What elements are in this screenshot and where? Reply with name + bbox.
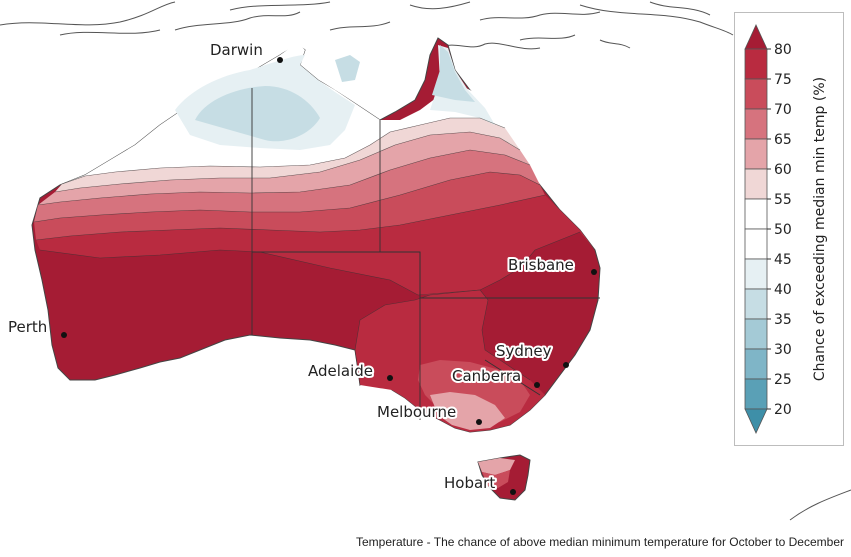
legend-tick-label: 25 [774, 372, 792, 388]
city-label-perth: Perth [8, 318, 47, 336]
legend-tick-label: 55 [774, 192, 792, 208]
legend-swatch-65-70 [744, 108, 768, 140]
city-label-brisbane: Brisbane [508, 256, 574, 274]
legend-tick-label: 50 [774, 222, 792, 238]
legend-swatch-40-45 [744, 258, 768, 290]
band-75-80-north [36, 195, 595, 295]
band-65-70-vic [430, 392, 505, 430]
city-label-sydney: Sydney [496, 342, 552, 360]
legend-swatch-55-60 [744, 168, 768, 200]
city-label-darwin: Darwin [210, 41, 263, 59]
legend-colorbar: 80 75 70 65 60 55 50 45 40 35 30 25 20 Chance of exc… [744, 24, 828, 434]
legend-swatch-above-80 [744, 24, 768, 50]
city-label-brisbane-halo: Brisbane [508, 256, 574, 274]
legend-swatch-75-80 [744, 48, 768, 80]
legend-swatch-60-65 [744, 138, 768, 170]
legend-tick-label: 35 [774, 312, 792, 328]
band-60-65 [38, 132, 530, 205]
band-35-40-north [195, 86, 320, 142]
city-label-perth-halo: Perth [8, 318, 47, 336]
contour-lines [33, 117, 581, 386]
city-label-melbourne-halo: Melbourne [377, 403, 456, 421]
legend-tick-label: 75 [774, 72, 792, 88]
legend-swatch-70-75 [744, 78, 768, 110]
legend-tick-label: 80 [774, 42, 792, 58]
legend-tick-label: 60 [774, 162, 792, 178]
legend-tick-label: 70 [774, 102, 792, 118]
city-label-canberra-halo: Canberra [452, 367, 521, 385]
tas-band [478, 458, 515, 475]
city-label-adelaide-halo: Adelaide [308, 362, 373, 380]
tas-band-2 [482, 470, 510, 488]
band-35-40-nt [335, 55, 360, 82]
legend-ticks: 80 75 70 65 60 55 50 45 40 35 30 25 20 [767, 42, 792, 418]
state-borders [251, 88, 600, 420]
legend-tick-label: 30 [774, 342, 792, 358]
city-label-canberra: Canberra [452, 367, 521, 385]
legend-swatch-45-50 [744, 228, 768, 260]
legend-swatch-35-40 [744, 288, 768, 320]
legend-tick-label: 20 [774, 402, 792, 418]
band-65-70 [34, 150, 540, 222]
legend-tick-label: 45 [774, 252, 792, 268]
city-label-sydney-halo: Sydney [496, 342, 552, 360]
legend-color-swatches [744, 24, 768, 434]
neighbouring-coastlines [0, 1, 851, 521]
city-label-adelaide: Adelaide [308, 362, 373, 380]
legend-title: Chance of exceeding median min temp (%) [812, 77, 828, 381]
legend-swatch-30-35 [744, 318, 768, 350]
band-70-75 [34, 172, 545, 240]
legend-swatch-below-20 [744, 408, 768, 434]
legend-swatch-20-25 [744, 378, 768, 410]
map-caption: Temperature - The chance of above median… [278, 532, 844, 552]
legend-swatch-25-30 [744, 348, 768, 380]
legend-swatch-50-55 [744, 198, 768, 230]
band-55-60 [55, 118, 520, 192]
legend-tick-label: 65 [774, 132, 792, 148]
city-label-hobart: Hobart [444, 474, 495, 492]
city-labels: Darwin Darwin Brisbane Brisbane Perth Pe… [6, 39, 576, 494]
city-label-melbourne: Melbourne [377, 403, 456, 421]
legend-tick-label: 40 [774, 282, 792, 298]
city-label-hobart-halo: Hobart [444, 474, 495, 492]
band-35-40-qld [432, 45, 475, 102]
city-label-darwin-halo: Darwin [210, 41, 263, 59]
legend: 80 75 70 65 60 55 50 45 40 35 30 25 20 Chance of exc… [734, 12, 844, 446]
city-markers [61, 57, 597, 495]
